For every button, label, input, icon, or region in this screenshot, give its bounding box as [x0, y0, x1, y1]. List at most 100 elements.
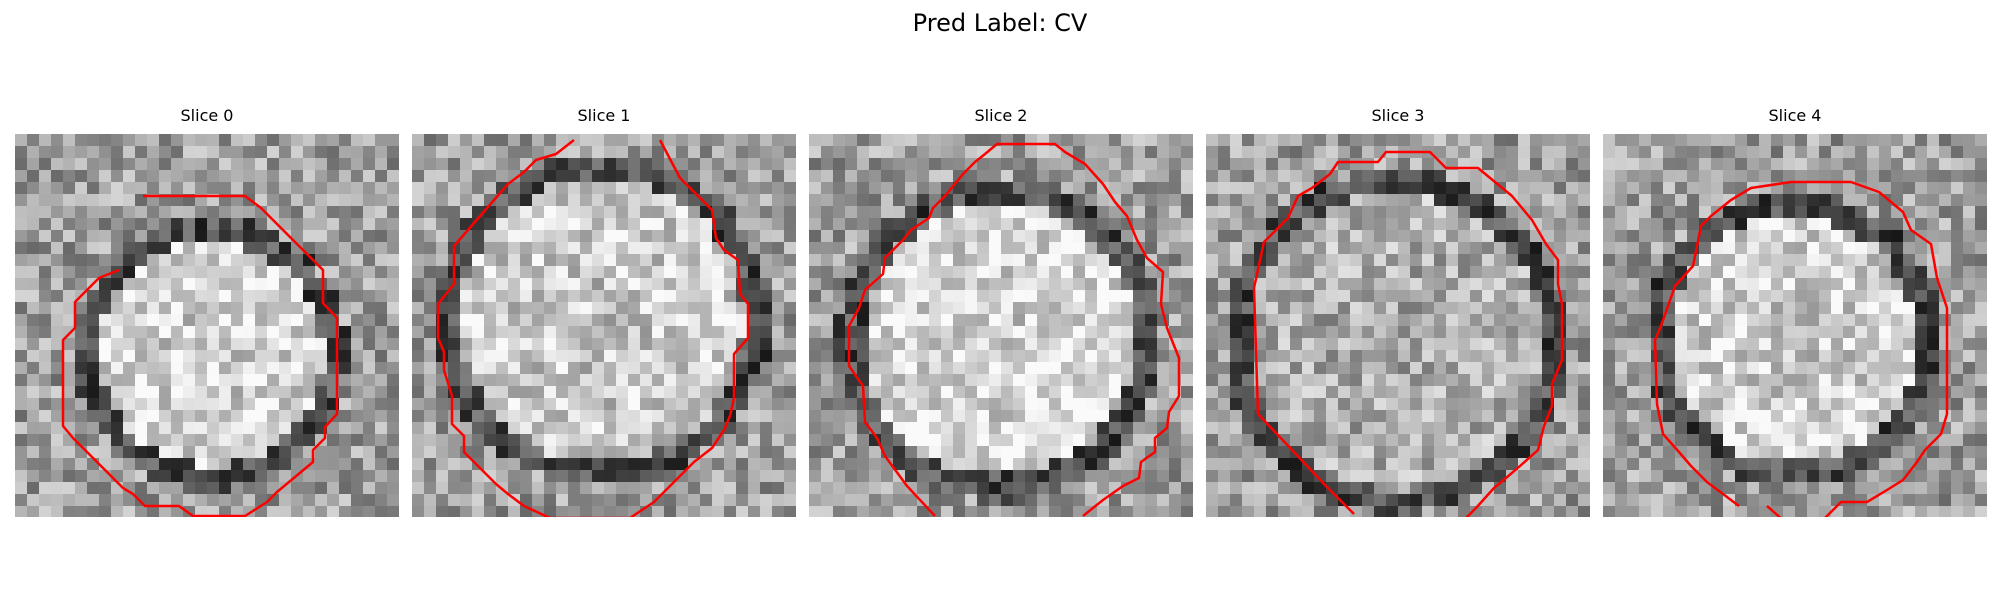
image-pixel	[267, 146, 280, 159]
image-pixel	[267, 458, 280, 471]
image-pixel	[147, 470, 160, 483]
image-pixel	[1133, 446, 1146, 459]
image-pixel	[1410, 254, 1423, 267]
image-pixel	[616, 350, 629, 363]
image-pixel	[1121, 158, 1134, 171]
image-pixel	[652, 338, 665, 351]
image-pixel	[1314, 194, 1327, 207]
image-pixel	[255, 326, 268, 339]
image-pixel	[905, 146, 918, 159]
image-pixel	[1530, 254, 1543, 267]
image-pixel	[905, 410, 918, 423]
image-pixel	[1434, 470, 1447, 483]
image-pixel	[821, 194, 834, 207]
image-pixel	[1687, 362, 1700, 375]
image-pixel	[845, 134, 858, 147]
image-pixel	[207, 230, 220, 243]
image-pixel	[1145, 482, 1158, 495]
image-pixel	[15, 194, 28, 207]
image-pixel	[652, 242, 665, 255]
image-pixel	[255, 290, 268, 303]
image-pixel	[1783, 362, 1796, 375]
image-pixel	[231, 158, 244, 171]
image-pixel	[1398, 242, 1411, 255]
slice-image	[1206, 134, 1590, 517]
image-pixel	[1230, 146, 1243, 159]
image-pixel	[893, 218, 906, 231]
image-pixel	[1386, 386, 1399, 399]
image-pixel	[1759, 458, 1772, 471]
image-pixel	[1735, 410, 1748, 423]
image-pixel	[941, 206, 954, 219]
image-pixel	[1651, 434, 1664, 447]
image-pixel	[1927, 302, 1940, 315]
image-pixel	[1963, 182, 1976, 195]
image-pixel	[1085, 206, 1098, 219]
image-pixel	[736, 446, 749, 459]
image-pixel	[291, 506, 304, 517]
image-pixel	[1121, 182, 1134, 195]
image-pixel	[1362, 338, 1375, 351]
image-pixel	[1639, 458, 1652, 471]
image-pixel	[147, 398, 160, 411]
image-pixel	[1374, 458, 1387, 471]
image-pixel	[1230, 266, 1243, 279]
image-pixel	[784, 194, 796, 207]
image-pixel	[1001, 290, 1014, 303]
image-pixel	[1747, 362, 1760, 375]
image-pixel	[1386, 410, 1399, 423]
image-pixel	[1855, 254, 1868, 267]
image-pixel	[1771, 326, 1784, 339]
image-pixel	[159, 458, 172, 471]
image-pixel	[893, 350, 906, 363]
image-pixel	[267, 158, 280, 171]
image-pixel	[1314, 362, 1327, 375]
image-pixel	[123, 398, 136, 411]
image-pixel	[327, 254, 340, 267]
image-pixel	[1518, 422, 1531, 435]
image-pixel	[1398, 206, 1411, 219]
image-pixel	[1290, 326, 1303, 339]
image-pixel	[845, 242, 858, 255]
image-pixel	[784, 494, 796, 507]
image-pixel	[953, 422, 966, 435]
image-pixel	[351, 254, 364, 267]
image-pixel	[532, 338, 545, 351]
image-pixel	[1831, 350, 1844, 363]
image-pixel	[1266, 290, 1279, 303]
image-pixel	[1951, 158, 1964, 171]
image-pixel	[460, 194, 473, 207]
image-pixel	[1554, 182, 1567, 195]
image-pixel	[652, 206, 665, 219]
image-pixel	[1615, 326, 1628, 339]
image-pixel	[1037, 446, 1050, 459]
image-pixel	[183, 230, 196, 243]
image-pixel	[568, 446, 581, 459]
image-pixel	[989, 278, 1002, 291]
image-pixel	[1013, 182, 1026, 195]
image-pixel	[1218, 218, 1231, 231]
image-pixel	[1651, 278, 1664, 291]
image-pixel	[664, 422, 677, 435]
image-pixel	[1410, 386, 1423, 399]
image-pixel	[1855, 290, 1868, 303]
image-pixel	[821, 146, 834, 159]
image-pixel	[1470, 374, 1483, 387]
image-pixel	[87, 314, 100, 327]
image-pixel	[1470, 302, 1483, 315]
image-pixel	[1639, 434, 1652, 447]
image-pixel	[1242, 242, 1255, 255]
image-pixel	[39, 410, 52, 423]
image-pixel	[688, 182, 701, 195]
image-pixel	[628, 254, 641, 267]
image-pixel	[111, 314, 124, 327]
image-pixel	[688, 470, 701, 483]
image-pixel	[1506, 446, 1519, 459]
image-pixel	[893, 410, 906, 423]
image-pixel	[652, 506, 665, 517]
image-pixel	[1458, 338, 1471, 351]
image-pixel	[1795, 434, 1808, 447]
image-pixel	[736, 230, 749, 243]
image-pixel	[592, 206, 605, 219]
image-pixel	[1735, 146, 1748, 159]
